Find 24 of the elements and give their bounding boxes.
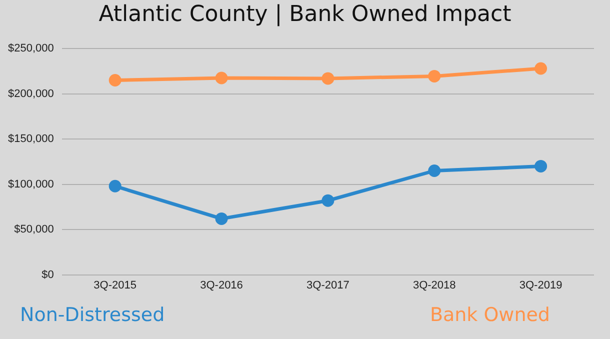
text: Non-Distressed bbox=[20, 304, 165, 326]
y-tick-label: $250,000 bbox=[8, 42, 54, 55]
point bbox=[215, 72, 228, 84]
x-tick-label: 3Q-2018 bbox=[412, 279, 456, 292]
point bbox=[322, 194, 334, 207]
x-tick-label: 3Q-2019 bbox=[519, 279, 562, 292]
point bbox=[428, 70, 441, 82]
text: Bank Owned bbox=[430, 304, 550, 326]
point bbox=[108, 74, 122, 87]
x-tick-label: 3Q-2016 bbox=[200, 279, 243, 292]
y-tick-label: $100,000 bbox=[8, 178, 54, 190]
y-tick-label: $200,000 bbox=[8, 88, 54, 100]
point bbox=[108, 180, 122, 192]
point bbox=[534, 160, 548, 172]
point bbox=[322, 72, 334, 85]
point bbox=[215, 212, 228, 225]
point bbox=[534, 62, 548, 75]
y-tick-label: $150,000 bbox=[8, 133, 54, 146]
y-tick-label: $0 bbox=[42, 268, 54, 281]
x-tick-label: 3Q-2015 bbox=[94, 279, 136, 292]
chart-title: Atlantic County | Bank Owned Impact bbox=[98, 2, 512, 27]
x-tick-label: 3Q-2017 bbox=[306, 279, 350, 292]
point bbox=[428, 164, 441, 177]
y-tick-label: $50,000 bbox=[14, 224, 54, 236]
